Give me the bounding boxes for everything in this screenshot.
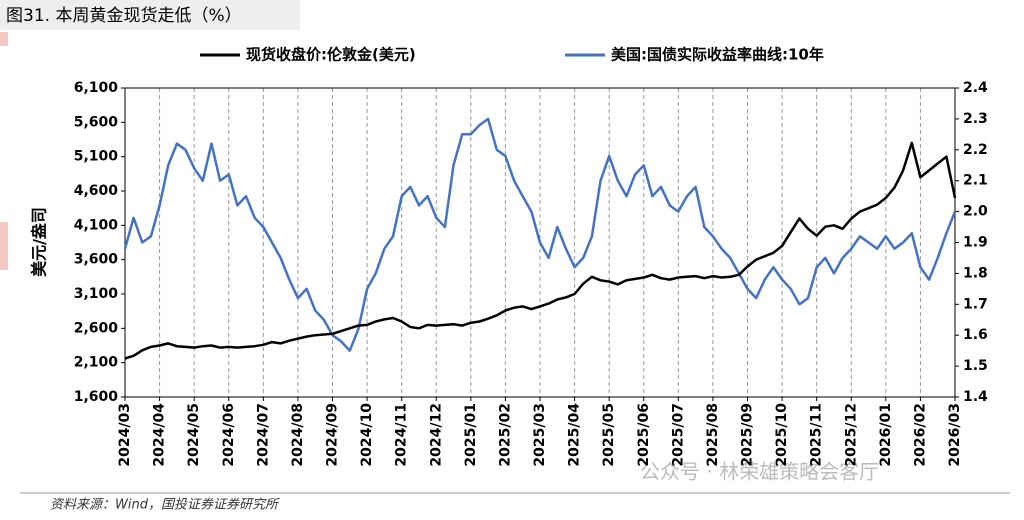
y-tick-label: 6,100 xyxy=(74,80,119,96)
y2-tick-label: 2.3 xyxy=(963,111,988,127)
y-tick-label: 2,100 xyxy=(74,355,119,371)
series-line xyxy=(123,117,957,352)
y2-tick-label: 1.4 xyxy=(963,389,988,405)
x-tick-label: 2024/09 xyxy=(325,403,341,467)
y-tick-label: 3,100 xyxy=(74,286,119,302)
series-line xyxy=(124,141,957,360)
x-tick-label: 2024/12 xyxy=(428,403,444,467)
x-tick-label: 2026/03 xyxy=(947,403,963,467)
x-tick-label: 2025/01 xyxy=(463,403,479,467)
y-tick-label: 4,600 xyxy=(74,183,119,199)
y2-tick-label: 2.0 xyxy=(963,204,988,220)
y2-tick-label: 1.6 xyxy=(963,327,988,343)
y2-tick-label: 2.4 xyxy=(963,80,988,96)
plot-frame xyxy=(124,87,956,398)
x-tick-label: 2025/05 xyxy=(601,403,617,467)
y2-tick-label: 1.7 xyxy=(963,296,988,312)
x-tick-label: 2025/02 xyxy=(497,403,513,467)
x-tick-label: 2025/12 xyxy=(843,403,859,467)
y-tick-label: 1,600 xyxy=(74,389,119,405)
x-tick-label: 2025/08 xyxy=(705,403,721,467)
accent xyxy=(0,32,8,46)
x-tick-label: 2024/10 xyxy=(359,403,375,467)
y2-tick-label: 2.2 xyxy=(963,142,988,158)
x-tick-label: 2025/06 xyxy=(636,403,652,467)
x-tick-label: 2024/08 xyxy=(290,403,306,467)
y-tick-label: 3,600 xyxy=(74,252,119,268)
x-tick-label: 2025/07 xyxy=(670,403,686,467)
y2-tick-label: 2.1 xyxy=(963,173,988,189)
x-tick-label: 2024/05 xyxy=(186,403,202,467)
x-tick-label: 2025/04 xyxy=(567,403,583,467)
y2-tick-label: 1.9 xyxy=(963,235,988,251)
y-tick-label: 5,100 xyxy=(74,149,119,165)
legend-label: 现货收盘价:伦敦金(美元) xyxy=(246,46,416,64)
chart-title: 图31. 本周黄金现货走低（%） xyxy=(6,6,242,26)
accent xyxy=(0,222,8,270)
title-bar xyxy=(0,0,300,30)
x-tick-label: 2024/11 xyxy=(394,403,410,467)
x-tick-label: 2025/10 xyxy=(774,403,790,467)
y-axis-label: 美元/盎司 xyxy=(30,207,49,277)
y-tick-label: 2,600 xyxy=(74,320,119,336)
x-tick-label: 2024/07 xyxy=(255,403,271,467)
x-tick-label: 2024/04 xyxy=(152,403,168,467)
x-tick-label: 2024/06 xyxy=(221,403,237,467)
legend-label: 美国:国债实际收益率曲线:10年 xyxy=(611,46,824,64)
watermark: 公众号 · 林荣雄策略会客厅 xyxy=(640,460,879,484)
source: 资料来源：Wind，国投证券证券研究所 xyxy=(50,497,280,513)
x-tick-label: 2026/02 xyxy=(912,403,928,467)
x-tick-label: 2024/03 xyxy=(117,403,133,467)
x-tick-label: 2025/09 xyxy=(740,403,756,467)
y-tick-label: 4,100 xyxy=(74,217,119,233)
y2-tick-label: 1.8 xyxy=(963,265,988,281)
x-tick-label: 2026/01 xyxy=(878,403,894,467)
y2-tick-label: 1.5 xyxy=(963,358,988,374)
x-tick-label: 2025/03 xyxy=(532,403,548,467)
y-tick-label: 5,600 xyxy=(74,114,119,130)
x-tick-label: 2025/11 xyxy=(809,403,825,467)
